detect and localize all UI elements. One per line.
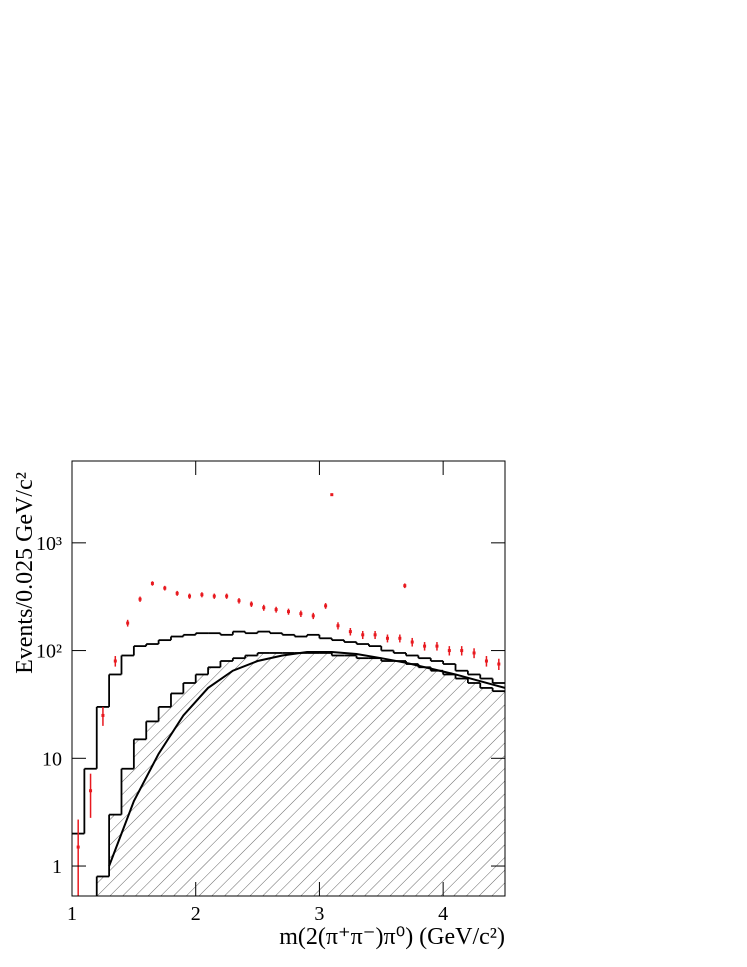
- data-point: [484, 659, 488, 663]
- hatched-bin: [294, 652, 308, 896]
- data-point: [212, 594, 216, 598]
- data-point: [497, 662, 501, 666]
- data-point: [330, 493, 334, 497]
- hatched-bin: [331, 655, 345, 896]
- data-point: [435, 644, 439, 648]
- hatched-bin: [121, 768, 134, 896]
- data-point: [274, 608, 278, 612]
- data-point: [89, 789, 93, 793]
- data-point: [361, 633, 365, 637]
- hatched-bin: [319, 652, 332, 896]
- data-point: [299, 612, 303, 616]
- y-tick-label: 10²: [36, 641, 62, 663]
- data-point: [311, 614, 315, 618]
- hatched-bin: [232, 658, 246, 896]
- data-point: [373, 633, 377, 637]
- hatched-bin: [418, 667, 431, 896]
- y-tick-label: 10: [42, 748, 62, 770]
- data-point: [398, 636, 402, 640]
- hatched-bin: [158, 706, 171, 896]
- hatched-bin: [282, 652, 295, 896]
- frame: [71, 460, 506, 897]
- data-point: [113, 659, 117, 663]
- hatched-bin: [381, 661, 394, 896]
- data-point: [460, 649, 464, 653]
- hatched-bin: [245, 655, 258, 896]
- data-point: [237, 599, 241, 603]
- data-point: [403, 584, 407, 588]
- hatched-bin: [406, 664, 419, 896]
- data-point: [336, 624, 340, 628]
- data-point: [472, 651, 476, 655]
- hatched-bin: [307, 652, 320, 896]
- hatched-bin: [208, 667, 221, 896]
- hatched-bin: [467, 682, 481, 896]
- data-point: [101, 713, 105, 717]
- hatched-bin: [356, 658, 369, 896]
- data-point: [200, 593, 204, 597]
- hatched-bin: [269, 652, 283, 896]
- data-point: [423, 644, 427, 648]
- x-tick-label: 4: [438, 903, 448, 925]
- data-point: [76, 845, 80, 849]
- data-point: [287, 610, 290, 614]
- data-point: [324, 604, 328, 608]
- data-point: [348, 630, 352, 634]
- hatched-bin: [220, 661, 233, 896]
- x-tick-label: 2: [191, 903, 201, 925]
- x-axis-title: m(2(π⁺π⁻)π⁰) (GeV/c²): [279, 924, 505, 950]
- data-point: [150, 581, 154, 585]
- fit-curve: [108, 650, 505, 867]
- data-point: [410, 640, 414, 644]
- hatched-bin: [195, 674, 209, 896]
- hatched-bin: [393, 661, 407, 896]
- y-tick-label: 10³: [36, 533, 62, 555]
- hatched-bin: [183, 682, 196, 896]
- hatched-bin: [96, 876, 110, 896]
- hatched-bin: [133, 739, 147, 896]
- data-point: [225, 594, 229, 598]
- data-point: [138, 597, 142, 601]
- data-point: [385, 636, 389, 640]
- data-point: [188, 594, 192, 598]
- hatched-bin: [455, 678, 468, 896]
- x-tick-label: 3: [314, 903, 324, 925]
- data-point: [126, 621, 130, 625]
- plot-area: [72, 493, 505, 896]
- hatched-bin: [443, 674, 456, 896]
- x-tick-label: 1: [67, 903, 77, 925]
- hatched-bin: [368, 658, 382, 896]
- hatched-bin: [146, 721, 159, 896]
- hatched-bin: [170, 693, 184, 896]
- hatched-bin: [492, 691, 505, 896]
- hatched-bin: [480, 687, 493, 896]
- y-tick-label: 1: [52, 856, 62, 878]
- data-point: [163, 586, 167, 590]
- hatched-bin: [430, 670, 444, 896]
- hatched-bin: [109, 814, 122, 896]
- data-point: [249, 602, 253, 606]
- hatched-bin: [257, 652, 270, 896]
- data-point: [175, 591, 179, 595]
- hatched-bin: [344, 655, 357, 896]
- data-point: [262, 606, 266, 610]
- y-axis-title: Events/0.025 GeV/c²: [12, 472, 38, 674]
- data-point: [447, 649, 451, 653]
